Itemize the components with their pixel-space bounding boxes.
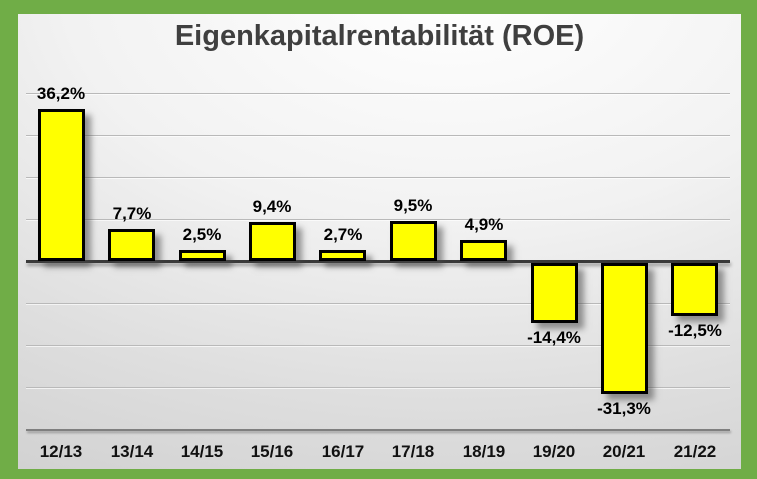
x-axis-label: 20/21 — [602, 442, 646, 461]
gridline — [26, 93, 730, 94]
x-axis-label: 13/14 — [110, 442, 154, 461]
x-axis-label: 12/13 — [39, 442, 83, 461]
chart-title: Eigenkapitalrentabilität (ROE) — [174, 20, 585, 52]
x-axis-label: 19/20 — [532, 442, 576, 461]
bar — [249, 222, 296, 261]
bar-value-label: 2,7% — [323, 225, 363, 244]
bar — [319, 250, 366, 261]
bar — [390, 221, 437, 261]
zero-line — [26, 260, 730, 263]
bar — [601, 263, 648, 394]
bar-value-label: -14,4% — [527, 328, 581, 347]
bar-value-label: 9,4% — [252, 197, 292, 216]
x-axis-label: 15/16 — [250, 442, 294, 461]
gridline — [26, 135, 730, 136]
bar-value-label: 2,5% — [182, 225, 222, 244]
bar — [460, 240, 507, 261]
gridline — [26, 387, 730, 388]
chart-plot-background: Eigenkapitalrentabilität (ROE) 36,2% 12/1… — [18, 14, 741, 469]
bar-value-label: -31,3% — [597, 399, 651, 418]
bar — [38, 109, 85, 261]
x-axis-label: 17/18 — [391, 442, 435, 461]
bar — [671, 263, 718, 316]
x-axis-label: 18/19 — [462, 442, 506, 461]
bar-value-label: 9,5% — [393, 196, 433, 215]
bar-value-label: -12,5% — [668, 321, 722, 340]
x-axis-label: 14/15 — [180, 442, 224, 461]
bar — [531, 263, 578, 323]
x-axis-label: 21/22 — [673, 442, 717, 461]
bar-value-label: 7,7% — [112, 204, 152, 223]
bar — [179, 250, 226, 261]
gridline — [26, 303, 730, 304]
gridline — [26, 429, 730, 431]
bar-value-label: 4,9% — [464, 215, 504, 234]
gridline — [26, 219, 730, 220]
gridline — [26, 177, 730, 178]
gridline — [26, 345, 730, 346]
x-axis-label: 16/17 — [321, 442, 365, 461]
bar — [108, 229, 155, 261]
bar-value-label: 36,2% — [36, 84, 86, 103]
